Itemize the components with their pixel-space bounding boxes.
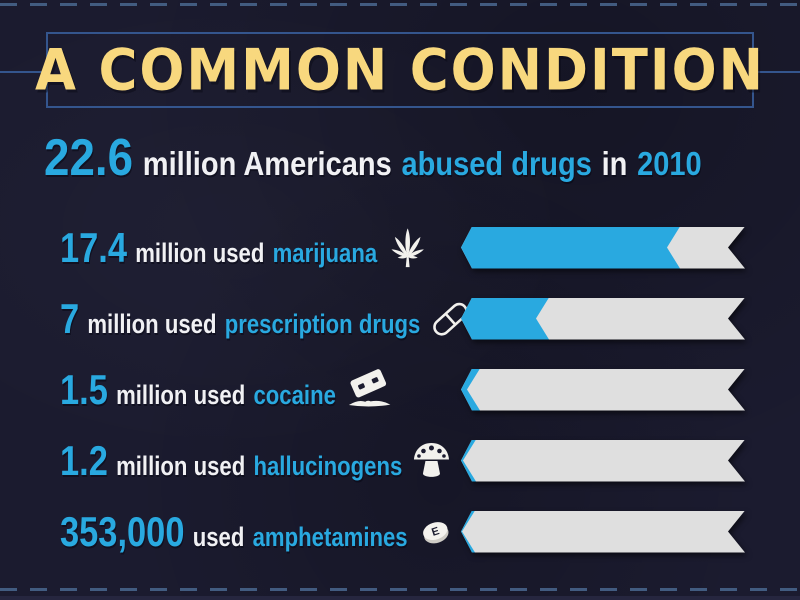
- stat-value: 353,000: [60, 507, 185, 555]
- stat-category: amphetamines: [252, 521, 408, 552]
- bar-wrap: [461, 227, 745, 269]
- bottom-dashed-divider: [0, 588, 800, 591]
- bar-fill: [461, 298, 549, 340]
- summary-year: 2010: [637, 145, 702, 182]
- stat-row-cocaine: 1.5 million used cocaine: [0, 354, 800, 425]
- stat-row-prescription-drugs: 7 million used prescription drugs: [0, 283, 800, 354]
- stat-unit: million used: [87, 308, 217, 339]
- bar-track: [461, 227, 745, 269]
- bar-fill: [461, 369, 480, 411]
- bar-fill: [461, 511, 475, 553]
- pill-icon: E: [416, 512, 456, 552]
- stat-text: 353,000 used amphetamines E: [60, 508, 452, 556]
- mushroom-icon: [410, 438, 454, 484]
- bar-fill: [461, 440, 476, 482]
- stat-unit: million used: [135, 237, 265, 268]
- summary-connector: in: [601, 145, 628, 182]
- stat-value: 1.2: [60, 436, 108, 484]
- title-rule-right: [754, 71, 800, 73]
- bar-wrap: [461, 511, 745, 553]
- bar-track: [461, 440, 745, 482]
- stat-value: 7: [60, 294, 80, 342]
- bar-wrap: [461, 298, 745, 340]
- capsule-icon: [428, 296, 474, 342]
- stat-unit: million used: [116, 379, 246, 410]
- summary-highlight: abused drugs: [401, 145, 592, 182]
- stat-text: 17.4 million used marijuana: [60, 224, 426, 272]
- bar-track: [461, 511, 745, 553]
- bar-wrap: [461, 369, 745, 411]
- bar-fill: [461, 227, 680, 269]
- bar-track: [461, 369, 745, 411]
- stat-category: cocaine: [253, 379, 336, 410]
- bottom-edge-strip: [0, 596, 800, 600]
- stat-category: prescription drugs: [224, 308, 421, 339]
- title-rule-left: [0, 71, 46, 73]
- stat-text: 1.5 million used cocaine: [60, 366, 392, 414]
- stat-row-hallucinogens: 1.2 million used hallucinogens: [0, 425, 800, 496]
- stat-unit: million used: [116, 450, 246, 481]
- marijuana-leaf-icon: [385, 225, 431, 271]
- title-box: A COMMON CONDITION: [35, 32, 763, 108]
- stat-unit: used: [192, 521, 245, 552]
- page-title: A COMMON CONDITION: [34, 37, 766, 103]
- stat-text: 1.2 million used hallucinogens: [60, 437, 450, 485]
- bar-wrap: [461, 440, 745, 482]
- summary-number: 22.6: [44, 129, 134, 187]
- razor-blade-icon: [343, 367, 397, 413]
- bar-track: [461, 298, 745, 340]
- summary-line: 22.6 million Americans abused drugs in 2…: [44, 128, 702, 188]
- stat-category: marijuana: [272, 237, 378, 268]
- stat-row-marijuana: 17.4 million used marijuana: [0, 212, 800, 283]
- stat-rows: 17.4 million used marijuana: [0, 212, 800, 567]
- svg-text:E: E: [430, 525, 441, 539]
- summary-text: million Americans: [142, 145, 392, 182]
- stat-value: 1.5: [60, 365, 108, 413]
- top-dashed-divider: [0, 3, 800, 6]
- stat-value: 17.4: [60, 223, 128, 271]
- stat-text: 7 million used prescription drugs: [60, 295, 470, 343]
- stat-row-amphetamines: 353,000 used amphetamines E: [0, 496, 800, 567]
- stat-category: hallucinogens: [253, 450, 403, 481]
